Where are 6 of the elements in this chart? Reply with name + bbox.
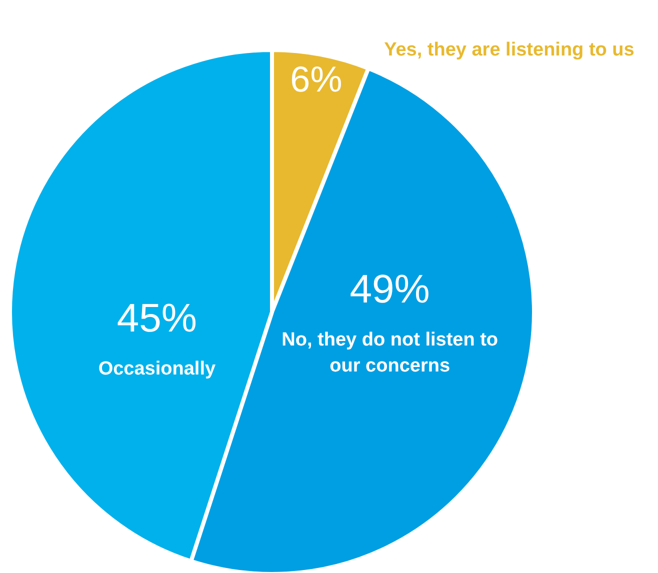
slice-label: Yes, they are listening to us xyxy=(384,39,634,60)
slice-label: No, they do not listen to our concerns xyxy=(282,329,498,376)
slice-label: Occasionally xyxy=(98,358,216,380)
data-label: 45% xyxy=(116,296,197,341)
data-label: 6% xyxy=(290,58,342,100)
data-label: 49% xyxy=(350,267,430,312)
